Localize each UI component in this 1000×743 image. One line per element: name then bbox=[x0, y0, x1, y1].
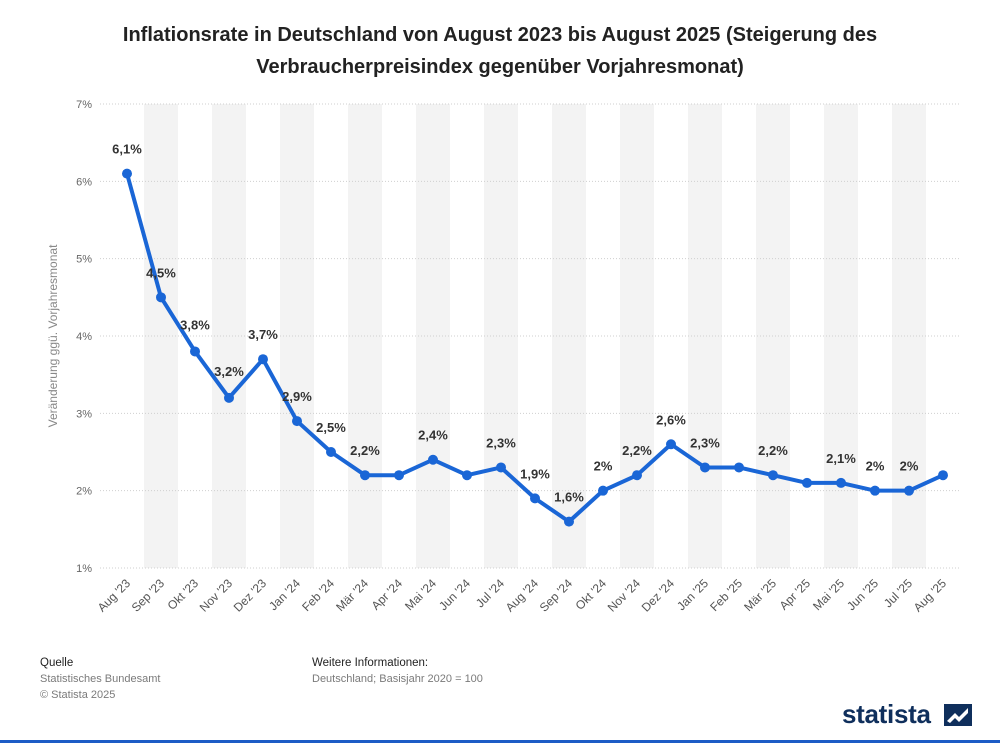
data-point bbox=[462, 470, 472, 481]
y-tick-label: 2% bbox=[76, 486, 92, 498]
data-point bbox=[530, 493, 540, 504]
data-label: 4,5% bbox=[146, 265, 176, 280]
y-tick-label: 6% bbox=[76, 176, 92, 188]
x-tick-label: Mai '24 bbox=[402, 576, 439, 613]
x-tick-label: Apr '24 bbox=[369, 576, 406, 613]
data-point bbox=[122, 168, 132, 179]
y-tick-label: 1% bbox=[76, 563, 92, 575]
background-band bbox=[280, 104, 314, 568]
data-label: 2% bbox=[866, 459, 885, 474]
x-tick-label: Jun '24 bbox=[436, 576, 473, 613]
statista-logo[interactable]: statista bbox=[842, 697, 1000, 740]
x-tick-label: Dez '24 bbox=[639, 576, 678, 615]
y-tick-label: 3% bbox=[76, 408, 92, 420]
data-point bbox=[292, 416, 302, 427]
data-label: 2,2% bbox=[758, 443, 788, 458]
chart-title: Inflationsrate in Deutschland von August… bbox=[122, 24, 878, 78]
background-band bbox=[892, 104, 926, 568]
data-point bbox=[598, 485, 608, 496]
data-point bbox=[836, 477, 846, 488]
x-tick-label: Dez '23 bbox=[231, 576, 270, 615]
x-tick-label: Nov '24 bbox=[605, 576, 644, 615]
data-label: 2,2% bbox=[350, 443, 380, 458]
data-point bbox=[156, 292, 166, 303]
x-tick-label: Jan '25 bbox=[674, 576, 711, 613]
x-tick-label: Mai '25 bbox=[810, 576, 847, 613]
x-tick-label: Mär '24 bbox=[333, 576, 371, 614]
x-tick-label: Sep '24 bbox=[537, 576, 576, 615]
y-tick-label: 4% bbox=[76, 331, 92, 343]
data-label: 2,9% bbox=[282, 389, 312, 404]
data-point bbox=[802, 477, 812, 488]
data-label: 2,6% bbox=[656, 412, 686, 427]
info-text: Deutschland; Basisjahr 2020 = 100 bbox=[312, 673, 483, 685]
data-point bbox=[326, 447, 336, 457]
data-point bbox=[564, 516, 574, 527]
x-tick-label: Feb '25 bbox=[707, 576, 745, 614]
data-point bbox=[734, 462, 744, 473]
x-tick-label: Mär '25 bbox=[741, 576, 779, 614]
data-point bbox=[938, 470, 948, 481]
data-point bbox=[394, 470, 404, 481]
data-point bbox=[428, 454, 438, 465]
brand-name: statista bbox=[842, 699, 931, 729]
info-heading: Weitere Informationen: bbox=[312, 657, 429, 669]
x-tick-label: Apr '25 bbox=[777, 576, 814, 613]
x-tick-label: Aug '23 bbox=[95, 576, 134, 615]
info-block: Weitere Informationen: Deutschland; Basi… bbox=[312, 655, 483, 687]
y-axis-title: Veränderung ggü. Vorjahresmonat bbox=[46, 244, 60, 427]
data-point bbox=[632, 470, 642, 481]
x-tick-label: Aug '25 bbox=[911, 576, 950, 615]
data-point bbox=[224, 392, 234, 403]
data-point bbox=[870, 485, 880, 496]
data-label: 2,2% bbox=[622, 443, 652, 458]
x-tick-label: Sep '23 bbox=[129, 576, 168, 615]
data-label: 3,7% bbox=[248, 327, 278, 342]
data-label: 2,5% bbox=[316, 420, 346, 435]
background-band bbox=[688, 104, 722, 568]
data-label: 2% bbox=[594, 459, 613, 474]
data-point bbox=[496, 462, 506, 473]
y-tick-label: 5% bbox=[76, 254, 92, 266]
statista-logo-icon bbox=[944, 704, 972, 726]
data-label: 2,4% bbox=[418, 428, 448, 443]
y-tick-label: 7% bbox=[76, 99, 92, 111]
source-name: Statistisches Bundesamt bbox=[40, 673, 161, 685]
bottom-accent-bar bbox=[0, 740, 1000, 743]
data-point bbox=[190, 346, 200, 357]
data-label: 3,2% bbox=[214, 364, 244, 379]
data-label: 2,1% bbox=[826, 451, 856, 466]
data-label: 3,8% bbox=[180, 317, 210, 332]
data-label: 2,3% bbox=[486, 435, 516, 450]
x-tick-label: Feb '24 bbox=[299, 576, 337, 614]
x-tick-label: Okt '23 bbox=[165, 576, 202, 613]
data-label: 1,6% bbox=[554, 490, 584, 505]
data-label: 1,9% bbox=[520, 466, 550, 481]
source-block: Quelle Statistisches Bundesamt © Statist… bbox=[40, 655, 160, 703]
x-tick-label: Aug '24 bbox=[503, 576, 542, 615]
data-point bbox=[666, 439, 676, 450]
x-tick-label: Okt '24 bbox=[573, 576, 610, 613]
data-point bbox=[904, 485, 914, 496]
data-label: 2,3% bbox=[690, 435, 720, 450]
x-tick-label: Jun '25 bbox=[844, 576, 881, 613]
data-point bbox=[258, 354, 268, 365]
data-point bbox=[768, 470, 778, 481]
source-heading: Quelle bbox=[40, 657, 74, 669]
x-tick-label: Jan '24 bbox=[266, 576, 303, 613]
data-label: 2% bbox=[900, 459, 919, 474]
data-point bbox=[360, 470, 370, 481]
line-chart: 1% 2% 3% 4% 5% 6% 7% Veränderung ggü. Vorjahres… bbox=[46, 99, 960, 615]
copyright: © Statista 2025 bbox=[40, 689, 116, 701]
x-tick-label: Nov '23 bbox=[197, 576, 236, 615]
data-label: 6,1% bbox=[112, 142, 142, 157]
data-point bbox=[700, 462, 710, 473]
background-band bbox=[484, 104, 518, 568]
